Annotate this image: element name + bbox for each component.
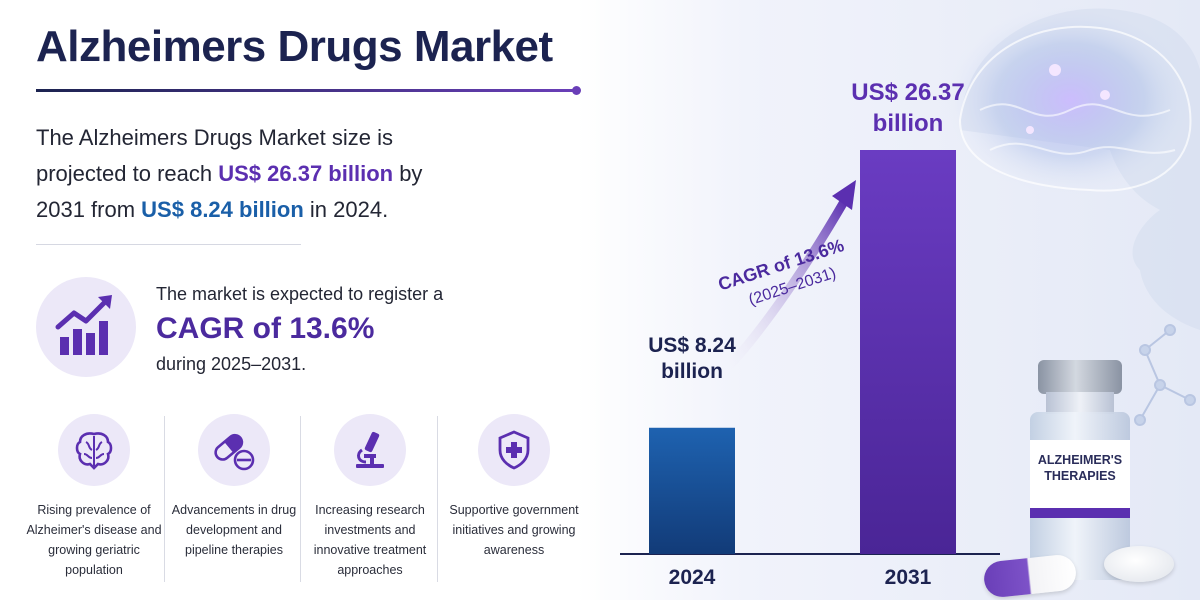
title-underline (36, 89, 576, 92)
market-summary: The Alzheimers Drugs Market size is proj… (36, 120, 476, 228)
title-underline-dot (572, 86, 581, 95)
brain-illustration (945, 5, 1200, 330)
driver-item: Increasing research investments and inno… (301, 412, 439, 582)
driver-item: Advancements in drug development and pip… (165, 412, 303, 582)
growth-chart-icon (55, 295, 112, 355)
market-bar-chart: US$ 8.24 billion US$ 26.37 billion CAGR … (620, 5, 1200, 589)
driver-item: Rising prevalence of Alzheimer's disease… (25, 412, 163, 582)
bar-2024-value-label-line2: billion (661, 360, 723, 383)
vial-label-line1: ALZHEIMER'S (1037, 453, 1123, 467)
cagr-icon-circle (36, 277, 136, 377)
vial-label-text: ALZHEIMER'S THERAPIES (1034, 452, 1126, 484)
summary-text-2: by 2031 from (36, 161, 423, 222)
bar-2031-value-label-line2: billion (873, 110, 944, 137)
driver-text: Advancements in drug development and pip… (171, 503, 297, 557)
drug-vial-illustration: ALZHEIMER'S THERAPIES (1030, 360, 1130, 580)
driver-divider (437, 416, 438, 582)
summary-text-1: The Alzheimers Drugs Market size is proj… (36, 125, 393, 186)
vial-label-line2: THERAPIES (1044, 469, 1116, 483)
bar-2024 (649, 427, 735, 554)
summary-text-3: in 2024. (303, 197, 389, 222)
driver-item: Supportive government initiatives and gr… (445, 412, 583, 582)
bar-2031 (860, 150, 956, 554)
summary-value-2031: US$ 26.37 billion (218, 161, 394, 186)
summary-value-2024: US$ 8.24 billion (141, 197, 304, 222)
growth-arrow (713, 180, 856, 383)
bar-2031-value-label-line1: US$ 26.37 (851, 79, 964, 106)
tablet-illustration (1104, 546, 1174, 582)
driver-icon-circle (198, 414, 270, 486)
driver-divider (164, 416, 165, 582)
vial-label: ALZHEIMER'S THERAPIES (1030, 440, 1130, 518)
section-divider (36, 244, 301, 245)
x-tick-2024: 2024 (669, 566, 716, 589)
driver-divider (300, 416, 301, 582)
microscope-icon (356, 431, 384, 468)
cagr-intro-text: The market is expected to register a (156, 284, 444, 304)
driver-text: Supportive government initiatives and gr… (449, 503, 579, 557)
molecule-illustration (1134, 324, 1196, 426)
vial-neck (1046, 392, 1114, 414)
driver-text: Increasing research investments and inno… (313, 503, 427, 577)
driver-icon-circle (478, 414, 550, 486)
page-title: Alzheimers Drugs Market (36, 22, 553, 71)
market-drivers: Rising prevalence of Alzheimer's disease… (25, 412, 585, 582)
x-tick-2031: 2031 (885, 566, 932, 589)
driver-text: Rising prevalence of Alzheimer's disease… (26, 503, 162, 577)
driver-icon-circle (334, 414, 406, 486)
driver-icon-circle (58, 414, 130, 486)
capsule-icon (214, 433, 255, 471)
cagr-period-text: during 2025–2031. (156, 354, 307, 374)
cagr-headline: CAGR of 13.6% (156, 312, 375, 345)
bar-2024-value-label-line1: US$ 8.24 (648, 334, 736, 357)
brain-icon (75, 432, 113, 470)
vial-cap (1038, 360, 1122, 394)
shield-cross-icon (498, 430, 530, 470)
